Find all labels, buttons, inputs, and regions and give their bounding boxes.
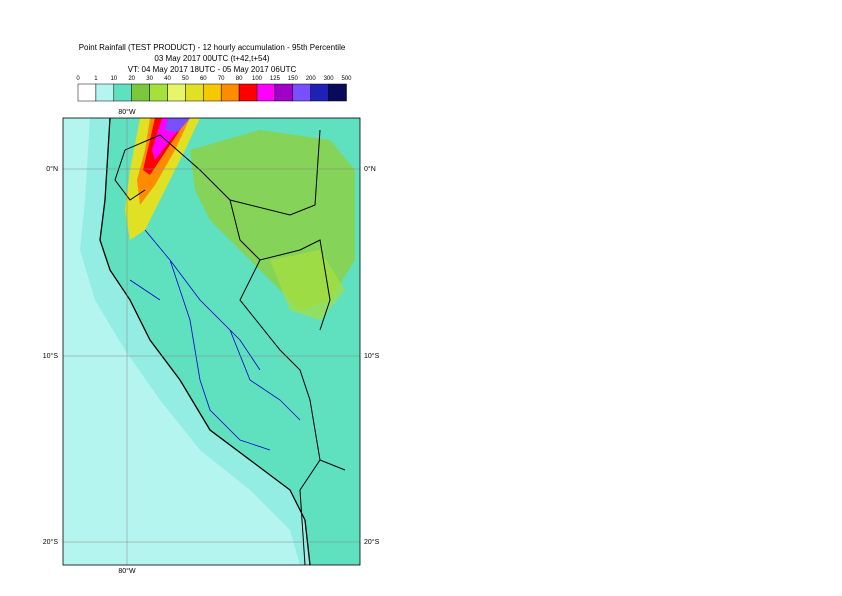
lat-label: 10°S [43,352,59,360]
legend-swatch [310,83,329,102]
legend-label: 125 [270,76,281,82]
lat-label: 10°S [364,352,380,360]
rain-yellow [125,118,200,240]
legend-label: 80 [236,76,243,82]
valid-time: VT: 04 May 2017 18UTC - 05 May 2017 06UT… [128,65,297,74]
legend-swatch [131,83,150,102]
lat-label: 0°N [364,165,376,173]
rain-green [270,250,345,320]
title: Point Rainfall (TEST PRODUCT) - 12 hourl… [79,43,346,52]
legend-swatch [328,83,347,102]
legend-swatch [167,83,186,102]
legend: 0 1 10 20 30 40 50 60 70 80 100 125 150 200 300 500 [76,76,352,102]
legend-label: 20 [128,76,135,82]
legend-swatch [113,83,132,102]
legend-label: 100 [252,76,263,82]
legend-label: 300 [324,76,335,82]
lon-label: 80°W [118,567,136,575]
lat-label: 20°S [43,538,59,546]
rain-violet [165,118,190,132]
legend-label: 70 [218,76,225,82]
rain-red [143,118,188,175]
legend-label: 0 [76,76,80,82]
legend-label: 1 [94,76,98,82]
legend-label: 10 [110,76,117,82]
legend-swatch [185,83,204,102]
coastal-field [80,118,310,565]
coastline [99,118,311,565]
legend-label: 50 [182,76,189,82]
lon-label: 80°W [118,108,136,116]
legend-label: 40 [164,76,171,82]
legend-label: 500 [341,76,352,82]
map: 80°W 80°W 0°N 10°S 20°S 0°N 10°S 20°S [43,108,380,575]
legend-swatch [149,83,168,102]
borders [114,129,346,565]
legend-label: 60 [200,76,207,82]
legend-swatch [220,83,240,102]
legend-swatch [274,83,294,102]
legend-swatch [238,83,258,102]
legend-swatch [95,83,115,102]
legend-swatch [77,83,97,102]
legend-swatch [256,83,276,102]
legend-label: 150 [288,76,299,82]
lat-label: 0°N [46,165,58,173]
regions [129,229,301,451]
legend-label: 30 [146,76,153,82]
legend-swatch [292,83,311,102]
issued: 03 May 2017 00UTC (t+42,t+54) [154,54,270,63]
legend-swatch [203,83,222,102]
lat-label: 20°S [364,538,380,546]
frame [62,117,361,566]
legend-label: 200 [306,76,317,82]
